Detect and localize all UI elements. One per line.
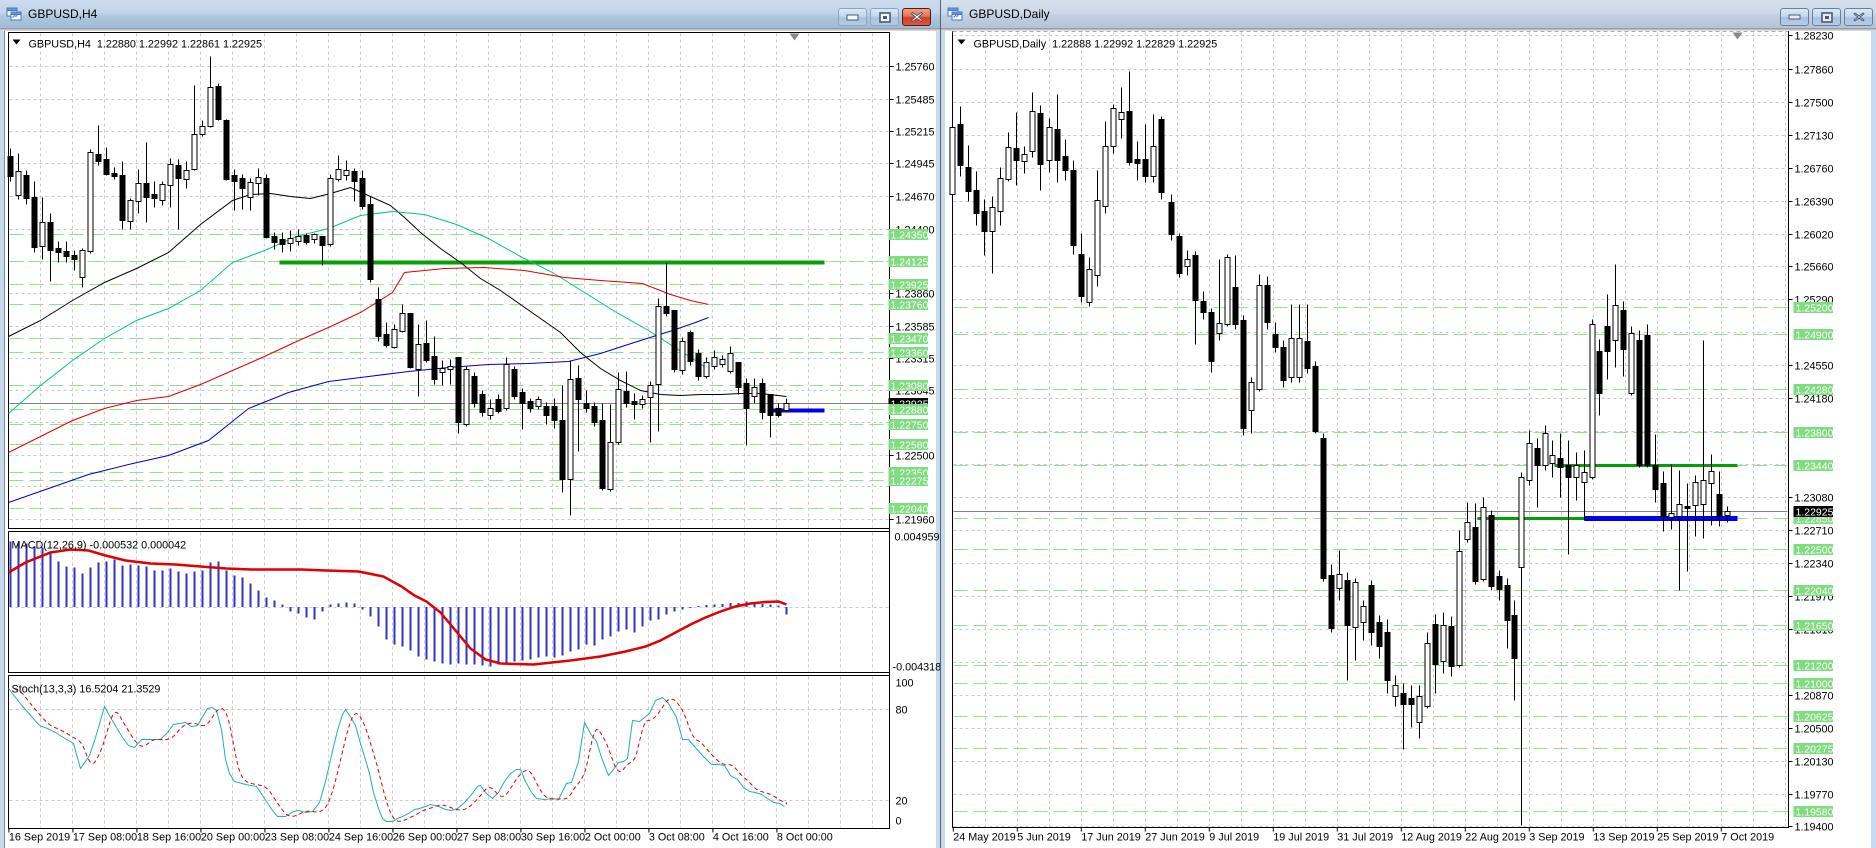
svg-text:1.25215: 1.25215 [896,127,935,139]
svg-text:1.22710: 1.22710 [1795,526,1834,538]
svg-text:26 Sep 00:00: 26 Sep 00:00 [393,832,457,844]
svg-text:1.20870: 1.20870 [1795,691,1834,703]
svg-text:GBPUSD,H4 1.22880 1.22992 1.2: GBPUSD,H4 1.22880 1.22992 1.22861 1.2292… [29,39,263,51]
svg-text:1.21650: 1.21650 [1796,620,1834,632]
svg-text:1.28230: 1.28230 [1795,31,1834,43]
svg-text:30 Sep 16:00: 30 Sep 16:00 [521,832,585,844]
svg-text:31 Jul 2019: 31 Jul 2019 [1337,832,1393,844]
svg-text:1.23440: 1.23440 [1796,460,1834,472]
svg-text:17 Jun 2019: 17 Jun 2019 [1081,832,1140,844]
svg-text:1.22580: 1.22580 [891,439,929,451]
svg-text:27 Sep 08:00: 27 Sep 08:00 [457,832,521,844]
svg-text:0.004959: 0.004959 [895,532,940,544]
svg-text:1.23080: 1.23080 [891,380,929,392]
svg-text:9 Jul 2019: 9 Jul 2019 [1209,832,1259,844]
svg-text:1.21200: 1.21200 [1796,660,1834,672]
svg-text:1.23800: 1.23800 [1796,427,1834,439]
svg-text:1.27130: 1.27130 [1795,131,1834,143]
svg-text:1.26020: 1.26020 [1795,230,1834,242]
svg-text:1.21960: 1.21960 [896,515,935,527]
svg-text:1.23760: 1.23760 [891,299,929,311]
svg-text:1.26390: 1.26390 [1795,197,1834,209]
svg-text:1.27860: 1.27860 [1795,65,1834,77]
svg-text:1.23360: 1.23360 [891,347,929,359]
svg-text:13 Sep 2019: 13 Sep 2019 [1593,832,1654,844]
svg-text:3 Sep 2019: 3 Sep 2019 [1529,832,1584,844]
svg-text:1.19770: 1.19770 [1795,790,1834,802]
svg-text:1.25200: 1.25200 [1796,302,1834,314]
svg-text:1.24550: 1.24550 [1795,361,1834,373]
svg-text:1.27500: 1.27500 [1795,98,1834,110]
svg-text:1.26760: 1.26760 [1795,164,1834,176]
svg-text:1.24180: 1.24180 [1795,394,1834,406]
svg-text:1.20130: 1.20130 [1795,757,1834,769]
svg-text:1.24280: 1.24280 [1796,384,1834,396]
svg-text:5 Jun 2019: 5 Jun 2019 [1017,832,1070,844]
svg-text:1.23585: 1.23585 [896,322,935,334]
svg-text:19 Jul 2019: 19 Jul 2019 [1273,832,1329,844]
svg-text:1.24125: 1.24125 [891,256,929,268]
svg-text:22 Aug 2019: 22 Aug 2019 [1465,832,1526,844]
svg-text:1.22040: 1.22040 [891,503,929,515]
svg-text:1.19580: 1.19580 [1796,806,1834,818]
svg-text:7 Oct 2019: 7 Oct 2019 [1721,832,1774,844]
svg-text:25 Sep 2019: 25 Sep 2019 [1657,832,1718,844]
svg-text:1.24945: 1.24945 [896,159,935,171]
svg-text:1.22500: 1.22500 [896,451,935,463]
svg-text:1.22925: 1.22925 [1796,506,1834,518]
svg-text:1.22750: 1.22750 [891,419,929,431]
svg-text:Stoch(13,3,3) 16.5204 21.3529: Stoch(13,3,3) 16.5204 21.3529 [12,684,161,696]
svg-text:1.23470: 1.23470 [891,333,929,345]
svg-text:1.24350: 1.24350 [891,229,929,241]
svg-text:0: 0 [896,816,902,828]
svg-text:23 Sep 08:00: 23 Sep 08:00 [265,832,329,844]
svg-text:MACD(12,26,9) -0.000532 0.0000: MACD(12,26,9) -0.000532 0.000042 [12,540,187,552]
svg-text:18 Sep 16:00: 18 Sep 16:00 [137,832,201,844]
svg-text:1.22500: 1.22500 [1796,544,1834,556]
svg-text:1.22275: 1.22275 [891,475,929,487]
svg-text:1.25660: 1.25660 [1795,262,1834,274]
svg-text:100: 100 [896,678,914,690]
svg-text:1.24670: 1.24670 [896,192,935,204]
svg-text:1.22880: 1.22880 [891,404,929,416]
svg-text:3 Oct 08:00: 3 Oct 08:00 [649,832,705,844]
svg-text:1.20500: 1.20500 [1795,724,1834,736]
svg-text:1.20625: 1.20625 [1796,711,1834,723]
svg-text:1.24900: 1.24900 [1796,329,1834,341]
svg-text:2 Oct 00:00: 2 Oct 00:00 [585,832,641,844]
svg-text:1.23925: 1.23925 [891,279,929,291]
svg-text:8 Oct 00:00: 8 Oct 00:00 [777,832,833,844]
svg-text:1.22340: 1.22340 [1795,559,1834,571]
svg-text:1.23860: 1.23860 [896,289,935,301]
svg-text:1.22040: 1.22040 [1796,585,1834,597]
svg-text:-0.004318: -0.004318 [893,662,941,674]
svg-text:1.19400: 1.19400 [1795,822,1834,834]
svg-text:24 May 2019: 24 May 2019 [953,832,1015,844]
svg-text:17 Sep 08:00: 17 Sep 08:00 [73,832,137,844]
svg-text:1.25485: 1.25485 [896,95,935,107]
svg-text:16 Sep 2019: 16 Sep 2019 [9,832,70,844]
svg-text:20 Sep 00:00: 20 Sep 00:00 [201,832,265,844]
svg-text:1.25760: 1.25760 [896,62,935,74]
svg-text:12 Aug 2019: 12 Aug 2019 [1401,832,1462,844]
svg-text:GBPUSD,Daily 1.22888 1.22992: GBPUSD,Daily 1.22888 1.22992 1.22829 1.2… [974,39,1218,51]
svg-text:1.20275: 1.20275 [1796,743,1834,755]
svg-text:27 Jun 2019: 27 Jun 2019 [1145,832,1204,844]
svg-text:80: 80 [896,705,908,717]
svg-text:1.21000: 1.21000 [1796,678,1834,690]
svg-text:20: 20 [896,796,908,808]
svg-text:4 Oct 16:00: 4 Oct 16:00 [713,832,769,844]
svg-text:1.23080: 1.23080 [1795,493,1834,505]
svg-text:24 Sep 16:00: 24 Sep 16:00 [329,832,393,844]
